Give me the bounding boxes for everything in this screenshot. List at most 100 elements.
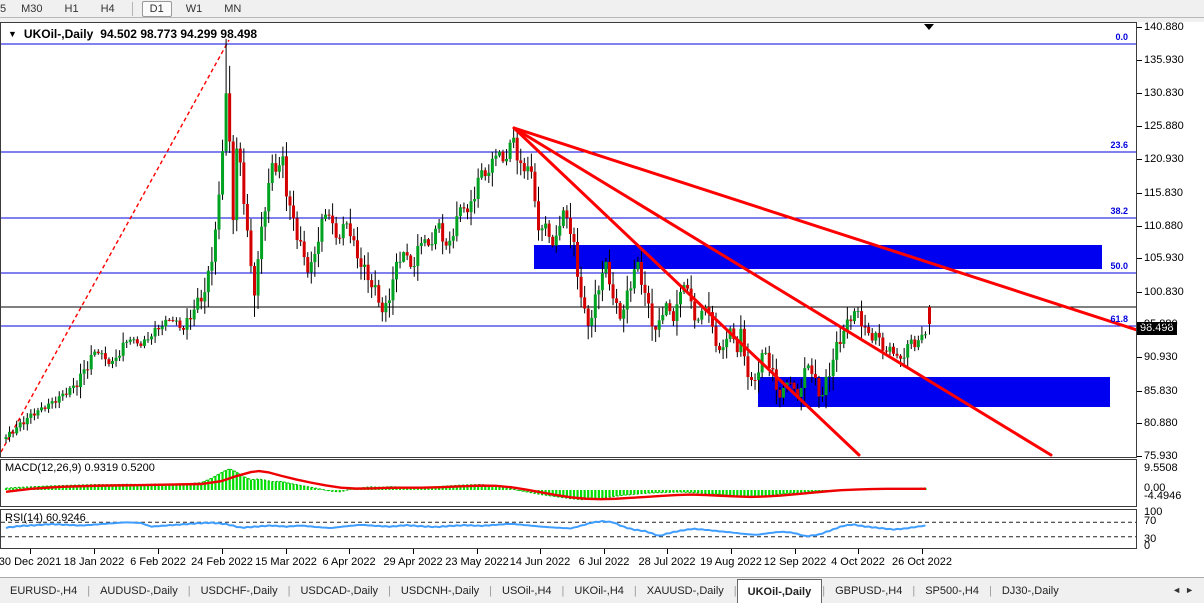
date-tick-label: 15 Mar 2022 [255,556,317,568]
timeframe-button-h1[interactable]: H1 [64,2,79,15]
date-tick-label: 26 Oct 2022 [892,556,952,568]
price-tick [1137,357,1142,358]
chart-tabs: EURUSD-,H4 | AUDUSD-,Daily | USDCHF-,Daily | U… [0,578,1069,603]
price-tick-label: 140.880 [1144,21,1184,33]
tab-usdcnh-daily[interactable]: USDCNH-,Daily [400,584,480,597]
timeframe-button-m30[interactable]: M30 [21,2,43,15]
tab-separator: | [989,584,992,597]
date-tick [286,549,287,554]
main-price-chart[interactable]: ▼ UKOil-,Daily 94.502 98.773 94.299 98.4… [0,22,1137,458]
indicator-scale-label: -4.4946 [1144,490,1182,502]
date-tick-label: 30 Dec 2021 [0,556,62,568]
price-tick-label: 135.930 [1144,54,1184,66]
price-tick [1137,193,1142,194]
fib-level-label: 38.2 [1110,206,1128,216]
date-tick-label: 6 Feb 2022 [130,556,186,568]
date-tick [667,549,668,554]
timeframe-button-partial[interactable]: 5 [0,2,7,15]
tab-ukoil-daily[interactable]: UKOil-,Daily [736,579,823,603]
tab-separator: | [287,584,291,597]
tab-dj30-daily[interactable]: DJ30-,Daily [1001,584,1059,597]
tab-audusd-daily[interactable]: AUDUSD-,Daily [100,584,178,597]
price-tick-label: 120.930 [1144,153,1184,165]
tab-separator: | [187,584,191,597]
date-tick-label: 29 Apr 2022 [383,556,443,568]
date-axis[interactable]: 30 Dec 2021 18 Jan 2022 6 Feb 2022 24 Feb 2… [0,549,1204,577]
price-tick [1137,226,1142,227]
price-tick [1137,60,1142,61]
price-tick-label: 115.830 [1144,187,1183,199]
indicator-scale-label: 0.00 [1144,482,1166,494]
price-tick [1137,27,1142,28]
tab-separator: | [733,584,737,597]
tab-sp500-h4[interactable]: SP500-,H4 [925,584,979,597]
price-axis[interactable]: 98.498 140.880 135.930 130.830 125.880 120.9… [1137,21,1204,552]
chart-ohlc-values: 94.502 98.773 94.299 98.498 [100,27,258,41]
indicator-scale-label: 0 [1144,540,1151,552]
macd-indicator-panel[interactable]: MACD(12,26,9) 0.9319 0.5200 [0,459,1137,507]
price-tick [1137,456,1142,457]
price-tick-label: 130.830 [1144,87,1184,99]
price-tick-label: 90.930 [1144,351,1178,363]
price-tick [1137,258,1142,259]
chart-tab-bar: EURUSD-,H4 | AUDUSD-,Daily | USDCHF-,Daily | U… [0,577,1204,603]
current-price-badge: 98.498 [1137,322,1177,335]
tab-xauusd-daily[interactable]: XAUUSD-,Daily [646,584,724,597]
tab-separator: | [633,584,637,597]
date-tick [94,549,95,554]
chart-symbol-label: UKOil-,Daily [23,27,94,41]
tab-scroll-left-icon[interactable]: ◄ [1172,585,1186,595]
tab-usdchf-daily[interactable]: USDCHF-,Daily [200,584,278,597]
rsi-canvas[interactable] [1,510,1136,548]
window-top-strip [0,18,1204,22]
tab-ukoil-h4[interactable]: UKOil-,H4 [574,584,624,597]
macd-canvas[interactable] [1,460,1136,506]
rsi-label: RSI(14) 60.9246 [5,512,86,524]
date-tick [795,549,796,554]
tab-scroll-right-icon[interactable]: ► [1185,585,1198,595]
date-tick [922,549,923,554]
timeframe-button-d1[interactable]: D1 [141,0,172,17]
date-tick-label: 23 May 2022 [445,556,509,568]
date-tick-label: 19 Aug 2022 [700,556,762,568]
price-tick-label: 110.880 [1144,220,1183,232]
tab-separator: | [912,584,916,597]
date-tick-label: 28 Jul 2022 [638,556,696,568]
timeframe-button-w1[interactable]: W1 [185,2,203,15]
price-tick-label: 95.880 [1144,318,1178,330]
rsi-indicator-panel[interactable]: RSI(14) 60.9246 [0,509,1137,549]
date-tick-label: 4 Oct 2022 [831,556,885,568]
candlestick-chart-canvas[interactable] [1,23,1136,457]
fib-level-label: 0.0 [1115,32,1128,42]
date-tick-label: 12 Sep 2022 [763,556,827,568]
price-tick [1137,423,1142,424]
date-tick-label: 6 Jul 2022 [578,556,630,568]
date-tick [540,549,541,554]
tab-eurusd-h4[interactable]: EURUSD-,H4 [10,584,78,597]
toolbar-separator [131,1,133,16]
date-tick [349,549,350,554]
tab-usdcad-daily[interactable]: USDCAD-,Daily [300,584,379,597]
indicator-scale-label: 70 [1144,515,1157,527]
timeframe-button-h4[interactable]: H4 [100,2,115,15]
price-tick [1137,391,1142,392]
indicator-scale-label: 9.5508 [1144,462,1178,474]
date-tick-label: 24 Feb 2022 [191,556,253,568]
tab-usoil-h4[interactable]: USOil-,H4 [502,584,552,597]
tab-separator: | [822,584,826,597]
date-tick [858,549,859,554]
price-tick-label: 80.880 [1144,417,1178,429]
timeframe-button-mn[interactable]: MN [224,2,242,15]
fib-level-label: 50.0 [1110,261,1128,271]
tab-gbpusd-h4[interactable]: GBPUSD-,H4 [835,584,903,597]
date-tick [158,549,159,554]
price-tick [1137,292,1142,293]
timeframe-toolbar: 5 M30 H1 H4 D1 W1 MN [0,0,1204,18]
chart-title: ▼ UKOil-,Daily 94.502 98.773 94.299 98.4… [8,27,257,41]
chart-caret-icon[interactable]: ▼ [8,29,17,39]
tab-separator: | [561,584,565,597]
tab-scroll-arrows[interactable]: ◄► [1172,585,1198,595]
price-tick [1137,324,1142,325]
price-tick [1137,93,1142,94]
tab-separator: | [388,584,391,597]
